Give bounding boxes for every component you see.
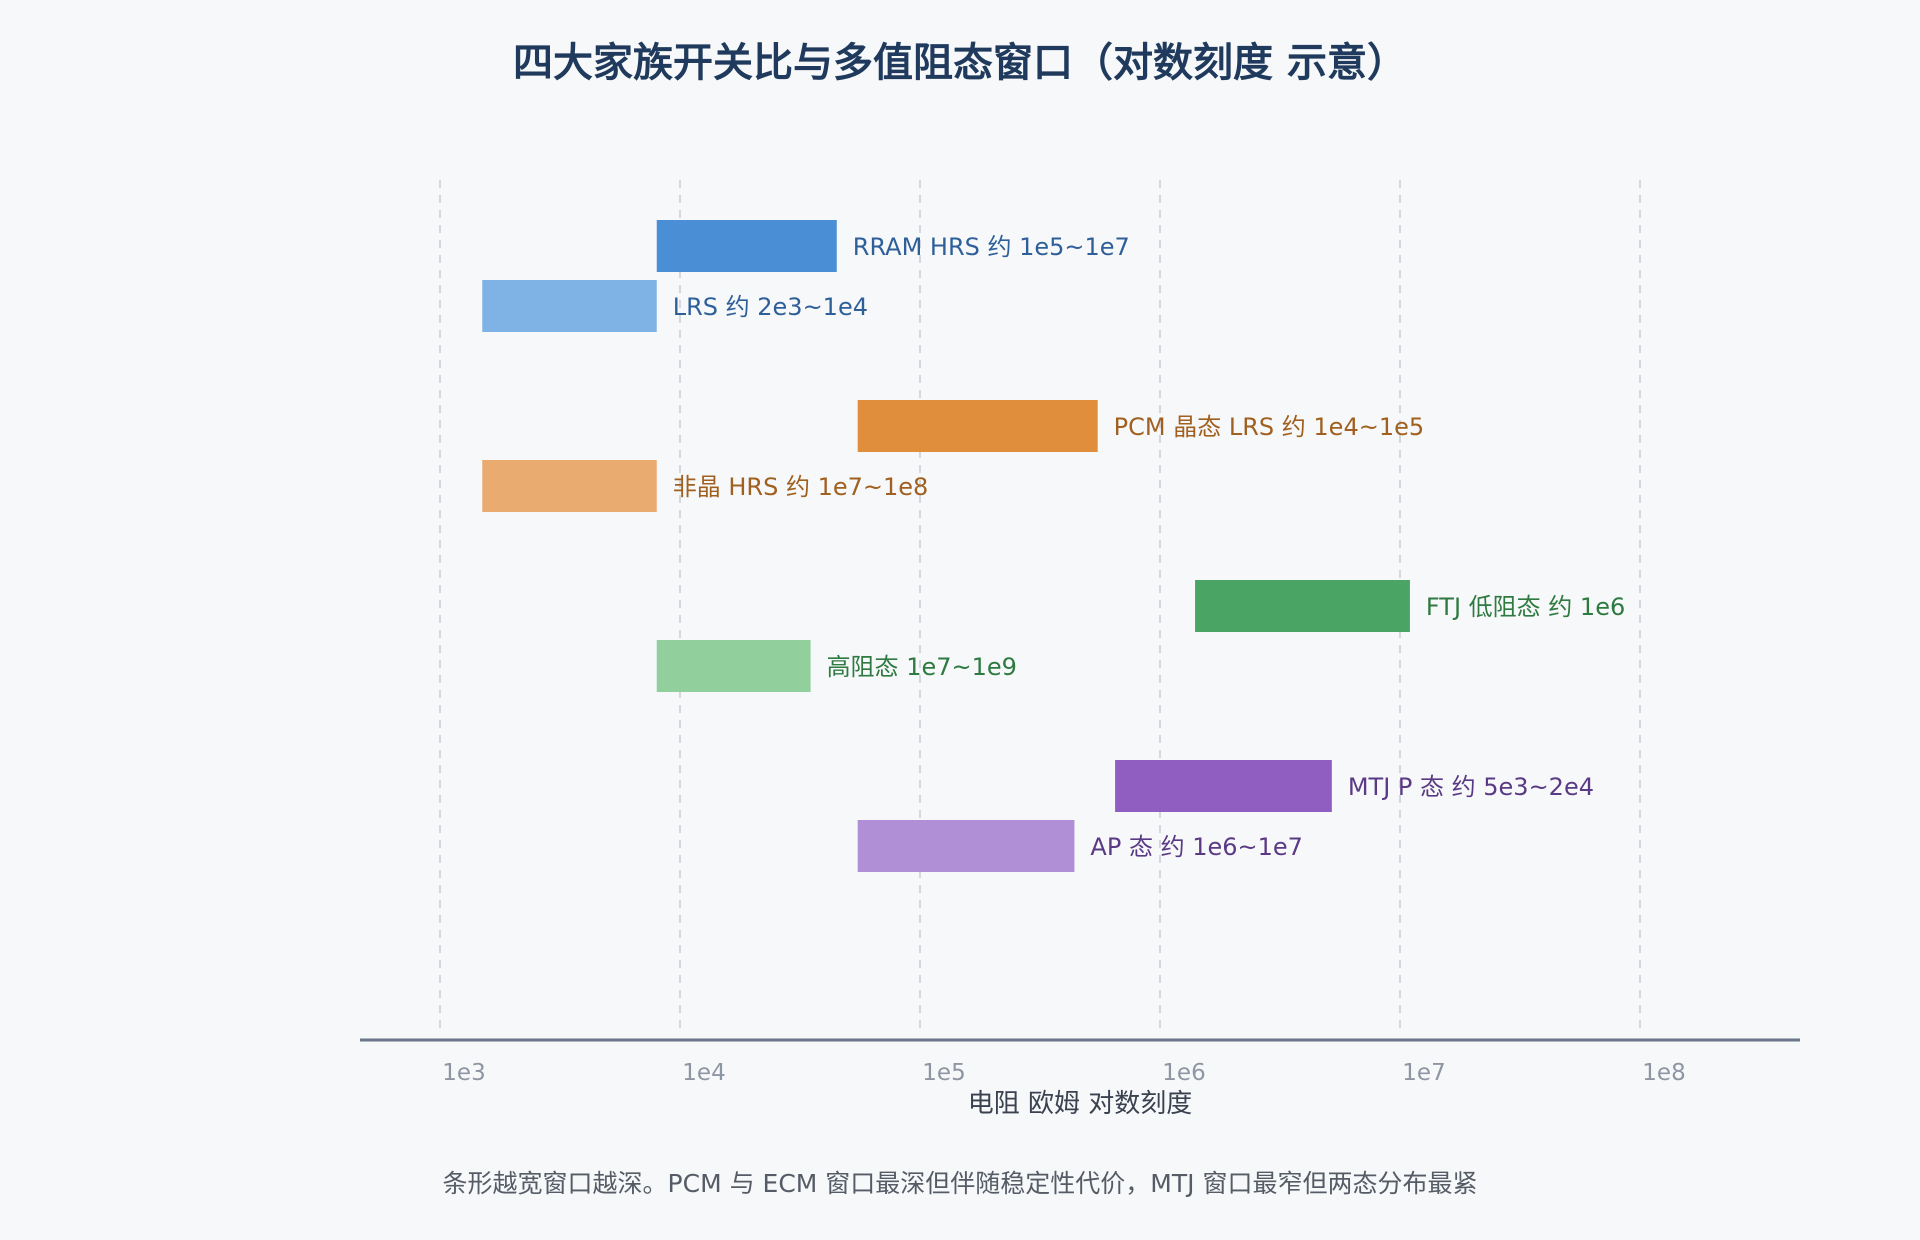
bar-label-2: LRS 约 2e3~1e4 [673, 293, 868, 321]
bar-label-3: PCM 晶态 LRS 约 1e4~1e5 [1114, 413, 1424, 441]
bars [482, 220, 1410, 872]
x-tick-label: 1e5 [922, 1060, 965, 1086]
bar-label-7: MTJ P 态 约 5e3~2e4 [1348, 773, 1594, 801]
x-tick-label: 1e4 [682, 1060, 725, 1086]
bar-label-6: 高阻态 1e7~1e9 [827, 653, 1017, 681]
bar-label-1: RRAM HRS 约 1e5~1e7 [853, 233, 1130, 261]
x-tick-label: 1e3 [442, 1060, 485, 1086]
range-bar-6 [656, 640, 811, 692]
bar-label-8: AP 态 约 1e6~1e7 [1090, 833, 1303, 861]
x-axis-ticks: 1e3 1e4 1e5 1e6 1e7 1e8 [442, 1060, 1685, 1086]
range-bar-4 [482, 460, 657, 512]
bar-labels: RRAM HRS 约 1e5~1e7 LRS 约 2e3~1e4 PCM 晶态 LR… [673, 233, 1626, 861]
bar-label-5: FTJ 低阻态 约 1e6 [1426, 593, 1625, 621]
range-bar-8 [857, 820, 1075, 872]
x-axis-title: 电阻 欧姆 对数刻度 [968, 1089, 1193, 1119]
chart-note: 条形越宽窗口越深。PCM 与 ECM 窗口最深但伴随稳定性代价，MTJ 窗口最窄… [443, 1169, 1478, 1198]
range-bar-5 [1195, 580, 1410, 632]
x-tick-label: 1e7 [1402, 1060, 1445, 1086]
range-bar-1 [656, 220, 837, 272]
chart-title: 四大家族开关比与多值阻态窗口（对数刻度 示意） [513, 40, 1407, 86]
x-tick-label: 1e6 [1162, 1060, 1205, 1086]
range-bar-2 [482, 280, 657, 332]
range-bar-7 [1115, 760, 1332, 812]
range-bar-3 [857, 400, 1098, 452]
bar-label-4: 非晶 HRS 约 1e7~1e8 [673, 473, 929, 501]
x-tick-label: 1e8 [1642, 1060, 1685, 1086]
